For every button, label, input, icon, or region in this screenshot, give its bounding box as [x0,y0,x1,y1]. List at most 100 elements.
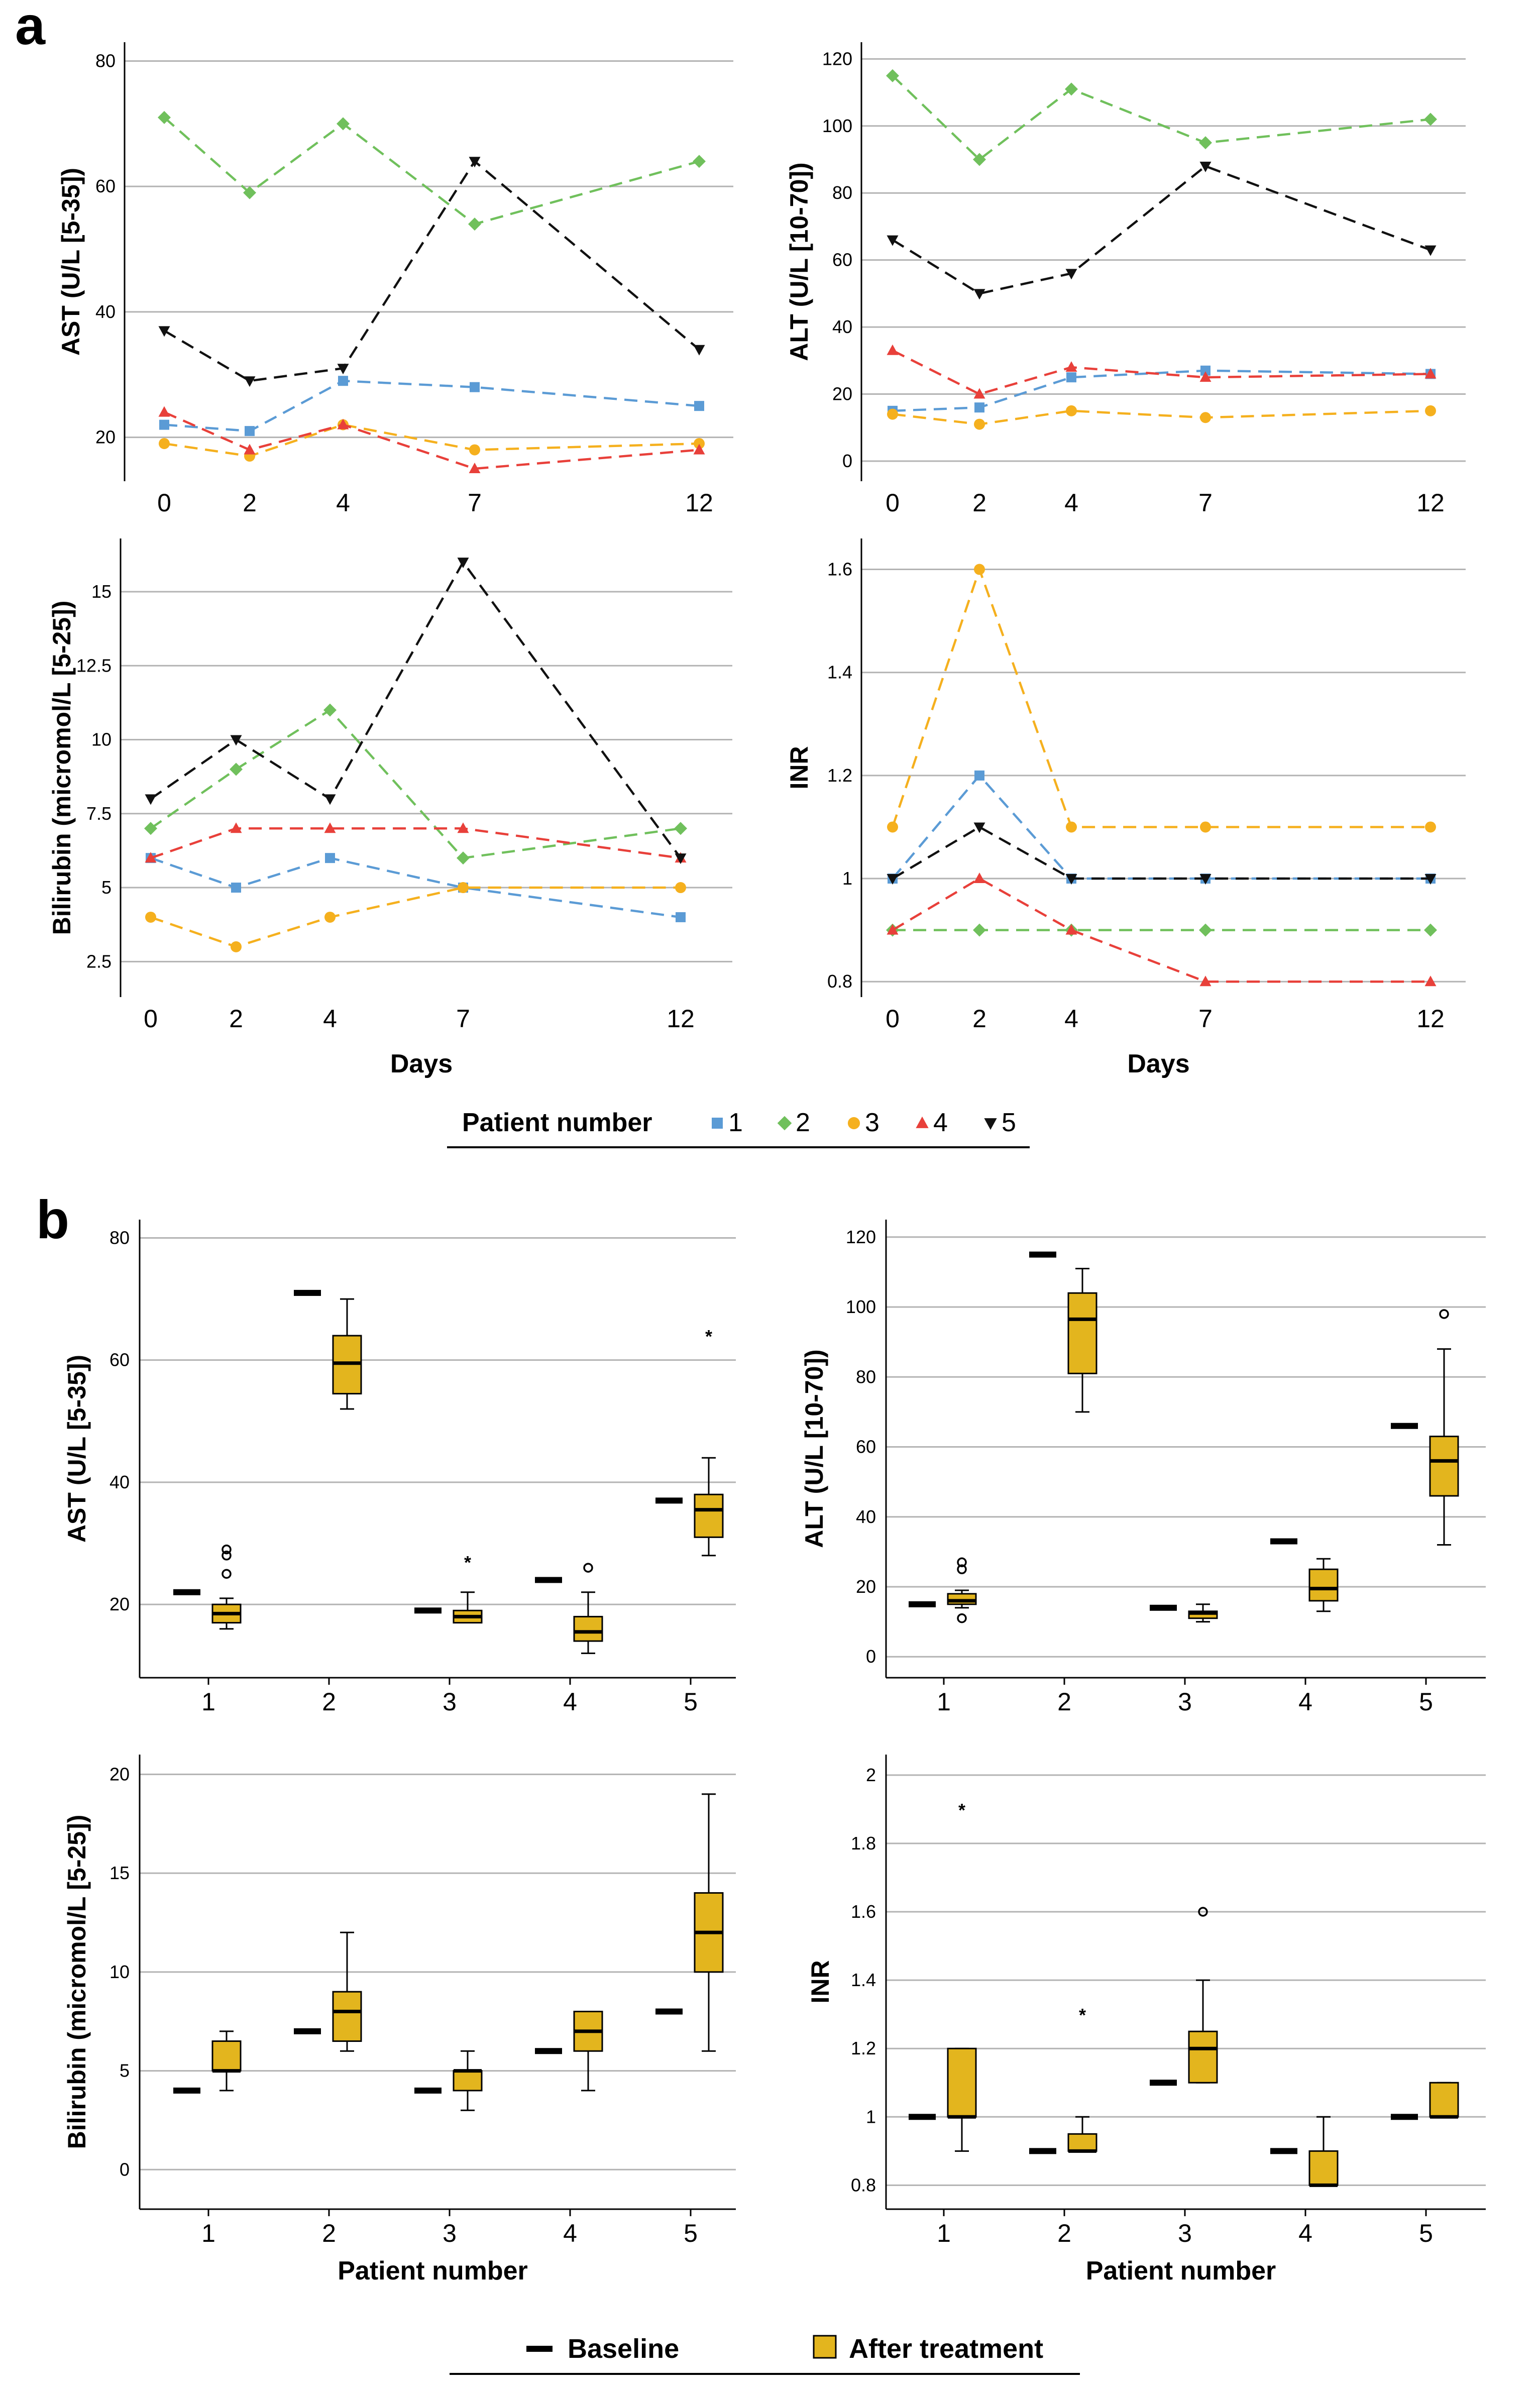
outlier-circle [222,1551,232,1561]
x-tick-label: 2 [972,489,986,517]
y-tick-label: 10 [109,1962,130,1982]
y-tick-label: 0.8 [827,971,852,992]
series-4-point [337,418,349,429]
series-2-point [1199,923,1212,937]
series-5-point [1199,161,1212,172]
legend-patient-number: Patient number 1 2 3 4 5 [447,1108,1030,1148]
series-1-point [231,883,241,893]
series-4-point [973,873,985,884]
series-3-point [469,444,480,456]
x-tick-label: 5 [1419,2219,1433,2247]
series-3-point [1200,412,1211,423]
x-tick-label: 2 [322,1688,336,1716]
legend-marker-5 [984,1118,997,1130]
y-axis-label: ALT (U/L [10-70]) [800,1349,828,1548]
series-3-point [1425,821,1436,833]
outlier-star: * [705,1326,712,1347]
y-tick-label: 1.4 [827,662,852,683]
x-tick-label: 0 [144,1005,158,1033]
y-tick-label: 12.5 [76,655,112,676]
x-tick-label: 2 [1057,1688,1071,1716]
x-axis-label: Days [390,1049,453,1078]
series-4-point [1065,361,1077,372]
series-2-point [1424,113,1437,126]
series-4-point [1199,975,1212,987]
series-5-point [230,735,242,746]
series-2-point [674,822,687,835]
legend-marker-4 [916,1116,929,1128]
y-axis-label: INR [785,746,813,789]
series-4-point [693,444,705,455]
series-5-point [337,364,349,375]
series-2-point [457,851,470,865]
series-2-point [886,69,899,82]
series-3-point [159,438,170,450]
box [1308,1568,1339,1602]
series-2-point [144,822,157,835]
series-3-point [974,418,985,430]
x-tick-label: 3 [443,1688,457,1716]
series-2-point [158,111,171,124]
y-tick-label: 100 [822,116,852,136]
series-4-point [887,344,899,355]
chart-b-alt: 0 20 40 60 80 100 120 ALT (U/L [10-70]) 1 2 3 4 5 [800,1220,1486,1716]
panel-label-b: b [36,1189,69,1250]
y-tick-label: 80 [109,1227,130,1248]
series-1-point [159,419,169,430]
series-3-line [164,423,700,458]
series-2-point [973,923,986,937]
y-tick-label: 1.2 [827,765,852,786]
y-tick-label: 7.5 [86,803,112,824]
x-tick-label: 5 [684,2219,698,2247]
y-tick-label: 15 [109,1863,130,1883]
series-5-point [324,794,336,805]
series-3-point [974,564,985,575]
series-4-point [1424,368,1437,379]
box [1429,1436,1459,1497]
y-tick-label: 60 [856,1437,876,1457]
y-tick-label: 20 [109,1594,130,1614]
box [1308,2150,1339,2186]
baseline-marker [655,1497,683,1504]
series-1-line [892,369,1431,412]
series-1-point [1066,372,1076,383]
series-1-point [676,912,686,922]
legend-after-treatment-swatch [813,2335,837,2359]
baseline-marker [173,1589,200,1595]
series-4-point [1199,371,1212,382]
y-tick-label: 15 [91,581,112,602]
series-5-point [693,345,705,356]
y-tick-label: 1 [842,868,852,889]
baseline-marker [173,2087,200,2094]
box [947,2047,977,2118]
x-axis-label: Days [1127,1049,1189,1078]
x-tick-label: 4 [1298,2219,1312,2247]
outlier-circle [957,1564,967,1574]
series-5-point [887,235,899,246]
y-tick-label: 100 [846,1296,876,1317]
y-axis-label: INR [806,1960,834,2003]
baseline-marker [294,1289,321,1296]
legend-title: Patient number [462,1108,652,1137]
outlier-circle [1198,1907,1208,1917]
series-3-point [694,438,705,450]
series-5-point [973,822,985,833]
y-tick-label: 40 [109,1472,130,1492]
chart-a-inr: 0.8 1 1.2 1.4 1.6 0 2 4 7 12 INR Days [785,538,1466,1078]
series-1-point [470,382,480,392]
x-tick-label: 7 [468,489,482,517]
y-tick-label: 20 [95,427,116,448]
series-1-point [974,402,984,413]
series-5-point [675,853,687,864]
x-tick-label: 12 [667,1005,695,1033]
y-tick-label: 40 [832,316,852,337]
y-axis-label: AST (U/L [5-35]) [63,1355,91,1543]
baseline-marker [535,2048,562,2054]
outlier-circle [957,1613,967,1623]
baseline-marker [294,2028,321,2034]
x-tick-label: 0 [157,489,171,517]
series-4-point [244,444,256,455]
box [1429,2082,1459,2118]
series-3-point [675,882,686,894]
